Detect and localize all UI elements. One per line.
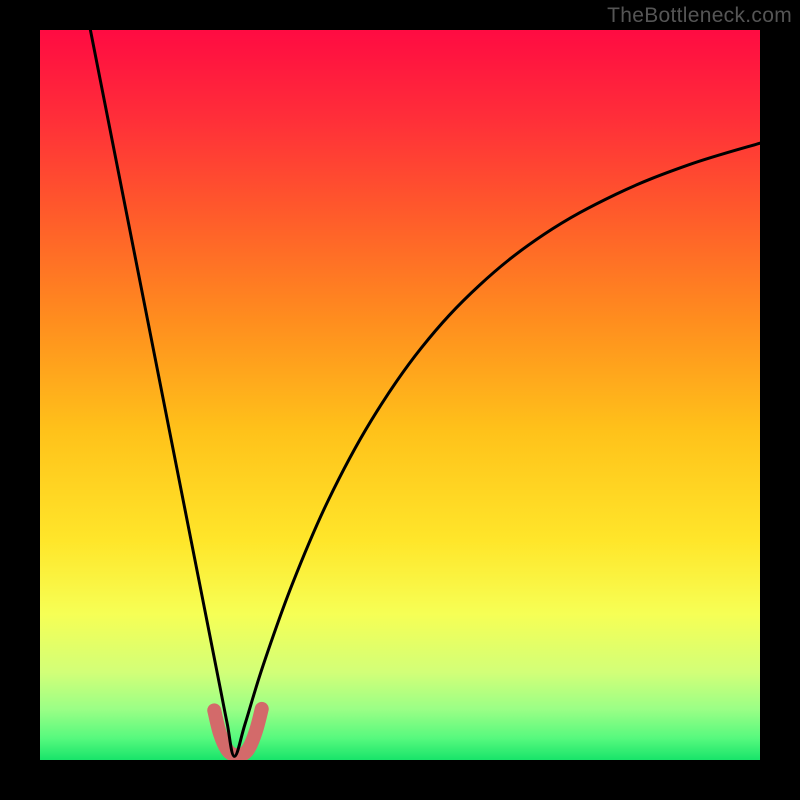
watermark-text: TheBottleneck.com: [607, 4, 792, 28]
chart-stage: TheBottleneck.com: [0, 0, 800, 800]
chart-svg: [0, 0, 800, 800]
plot-gradient-background: [40, 30, 760, 760]
